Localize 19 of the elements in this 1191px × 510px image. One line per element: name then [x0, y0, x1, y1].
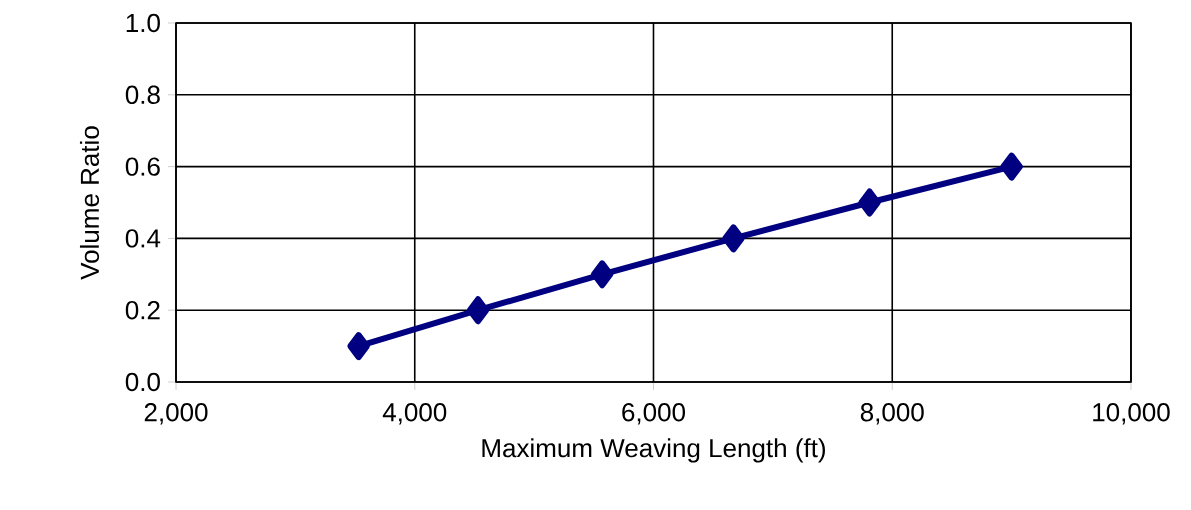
x-tick-label: 2,000 [144, 403, 208, 425]
y-tick-label: 0.0 [125, 372, 160, 392]
x-tick-label: 6,000 [622, 403, 686, 425]
point [347, 332, 370, 361]
x-axis-title: Maximum Weaving Length (ft) [482, 438, 825, 463]
point [858, 188, 881, 217]
x-tick-label: 4,000 [382, 403, 447, 425]
point [466, 296, 490, 325]
point [1000, 152, 1023, 181]
y-axis-title: Volume Ratio [79, 126, 100, 280]
y-tick-label: 0.6 [125, 157, 160, 176]
x-tick-label: 8,000 [860, 403, 924, 425]
point [722, 224, 745, 253]
y-tick-label: 1.0 [126, 13, 160, 33]
point [590, 260, 614, 289]
y-tick-label: 0.4 [125, 229, 161, 248]
x-tick-label: 10,000 [1093, 403, 1170, 425]
y-tick-label: 0.2 [125, 300, 160, 320]
y-tick-label: 0.8 [125, 85, 160, 104]
